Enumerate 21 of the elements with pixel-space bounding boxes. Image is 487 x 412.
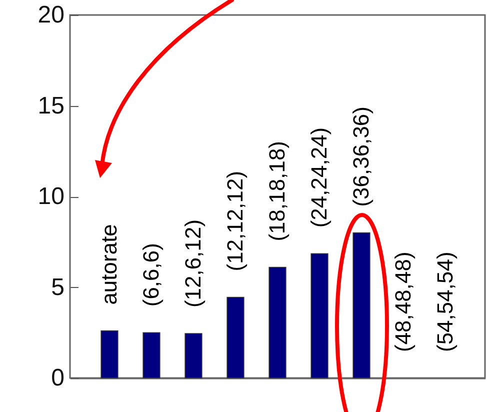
- y-tick-label: 15: [38, 92, 64, 120]
- x-tick-label: (48,48,48): [390, 252, 416, 352]
- bar: [142, 332, 160, 378]
- x-tick-label: (24,24,24): [306, 127, 332, 228]
- x-tick-label: (18,18,18): [264, 140, 290, 242]
- bar: [268, 266, 286, 378]
- y-tick-label: 0: [51, 364, 64, 392]
- y-tick-label: 20: [38, 2, 64, 28]
- x-tick-label: (6,6,6): [138, 243, 164, 307]
- y-tick-label: 10: [38, 183, 64, 210]
- x-tick-label: (54,54,54): [432, 252, 458, 352]
- bar: [352, 232, 370, 378]
- bar: [310, 253, 328, 378]
- x-tick-label: autorate: [96, 224, 122, 305]
- bar: [184, 333, 202, 378]
- x-tick-label: (12,12,12): [222, 170, 248, 272]
- bar: [226, 296, 244, 378]
- y-tick-label: 5: [51, 274, 64, 301]
- bar: [100, 330, 118, 378]
- x-tick-label: (12,6,12): [180, 219, 206, 308]
- x-tick-label: (36,36,36): [348, 106, 374, 207]
